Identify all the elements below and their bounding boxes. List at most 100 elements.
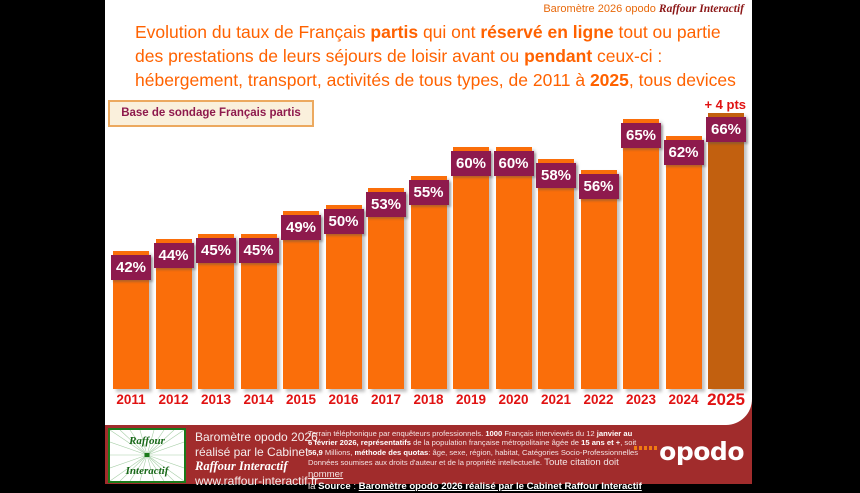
- slide-title-line-1: Evolution du taux de Français partis qui…: [135, 20, 747, 44]
- opodo-wordmark: opodo: [659, 437, 744, 466]
- fine-text-bold: 15 ans et +: [581, 438, 621, 448]
- year-label-2024: 2024: [668, 392, 699, 407]
- bar-group-2018: 55% 2018: [408, 176, 449, 413]
- bar-value-label: 44%: [153, 243, 194, 268]
- fine-text-bold: 56,9: [308, 447, 323, 457]
- year-label-2012: 2012: [158, 392, 189, 407]
- title-segment-bold: pendant: [524, 46, 593, 66]
- source-label: Source: [318, 481, 351, 493]
- bar-group-2019: 60% 2019: [451, 147, 491, 413]
- year-label-2023: 2023: [625, 392, 657, 407]
- bar-group-2020: 60% 2020: [493, 147, 534, 413]
- footer-band: Raffour Interactif Baromètre opodo 2026 …: [105, 425, 752, 492]
- slide-title-line-3: hébergement, transport, activités de tou…: [135, 68, 747, 92]
- source-reference: Baromètre opodo 2026 réalisé par le Cabi…: [358, 481, 642, 493]
- bar-value-label: 53%: [366, 192, 406, 217]
- title-segment: des prestations de leurs séjours de lois…: [135, 46, 525, 66]
- title-segment-bold: 2025: [589, 70, 629, 90]
- bar-2014: 45%: [238, 234, 279, 389]
- title-segment-bold: réservé en ligne: [480, 22, 614, 42]
- bar-2021: 58%: [536, 159, 576, 389]
- title-segment: Evolution du taux de Français: [135, 22, 371, 42]
- footer-credit-brand: Raffour Interactif: [195, 459, 288, 473]
- footer-credit-line-1: Baromètre opodo 2026: [195, 430, 318, 444]
- fine-text-bold: janvier au: [596, 429, 633, 438]
- raffour-logo-word-bottom: Interactif: [125, 465, 169, 477]
- bar-2012: 44%: [153, 239, 194, 389]
- fine-text: Millions,: [322, 447, 355, 457]
- title-segment: tout ou partie: [613, 22, 721, 42]
- bar-2020: 60%: [493, 147, 534, 389]
- raffour-website-link[interactable]: www.raffour-interactif.fr: [195, 473, 319, 488]
- bar-2016: 50%: [323, 205, 364, 389]
- bar-2015: 49%: [281, 211, 321, 389]
- top-credit-text: Baromètre 2026 opodo: [543, 3, 656, 15]
- bar-2018: 55%: [408, 176, 449, 389]
- bar-value-label: 65%: [621, 123, 661, 148]
- year-label-2014: 2014: [243, 392, 274, 407]
- methodology-line-5: la Source : Baromètre opodo 2026 réalisé…: [308, 481, 643, 493]
- bar-group-2021: 58% 2021: [536, 159, 576, 413]
- fine-text: Français interviewés du 12: [502, 429, 597, 438]
- slide-title: Evolution du taux de Français partis qui…: [135, 20, 747, 92]
- bar-group-2012: 44% 2012: [153, 239, 194, 413]
- bar-group-2023: 65% 2023: [621, 119, 661, 413]
- bar-value-label: 50%: [323, 209, 364, 234]
- title-segment: ceux-ci :: [592, 46, 663, 66]
- fine-text-bold: 6 février 2026, représentatifs: [308, 438, 411, 448]
- raffour-logo-word-top: Raffour: [129, 435, 165, 447]
- year-label-2017: 2017: [370, 392, 402, 407]
- bar-value-label: 60%: [451, 151, 491, 176]
- delta-annotation: + 4 pts: [704, 97, 746, 112]
- bar-2022: 56%: [578, 170, 619, 389]
- fine-text-bold: méthode des quotas: [354, 447, 429, 457]
- year-label-2022: 2022: [583, 392, 614, 407]
- bar-group-2014: 45% 2014: [238, 234, 279, 413]
- top-credit: Baromètre 2026 opodo Raffour Interactif: [543, 3, 744, 15]
- fine-text: de la population française métropolitain…: [411, 438, 582, 448]
- bar-group-2013: 45% 2013: [196, 234, 236, 413]
- top-credit-brand: Raffour Interactif: [658, 3, 744, 15]
- bar-2025: 66%: [706, 113, 746, 389]
- methodology-line-3: 56,9 Millions, méthode des quotas: âge, …: [308, 448, 643, 457]
- bar-group-2016: 50% 2016: [323, 205, 364, 413]
- bar-2017: 53%: [366, 188, 406, 389]
- fine-text: Terrain téléphonique par enquêteurs prof…: [308, 429, 486, 438]
- fine-text: : âge, sexe, région, habitat, Catégories…: [428, 447, 639, 457]
- title-segment: , tous devices: [628, 70, 736, 90]
- year-label-2013: 2013: [200, 392, 232, 407]
- opodo-logo: opodo: [633, 437, 744, 466]
- year-label-2021: 2021: [540, 392, 572, 407]
- bar-group-2011: 42% 2011: [111, 251, 151, 413]
- slide-title-line-2: des prestations de leurs séjours de lois…: [135, 44, 747, 68]
- raffour-logo: Raffour Interactif: [108, 428, 186, 483]
- bar-value-label: 66%: [706, 117, 746, 142]
- year-label-2020: 2020: [498, 392, 529, 407]
- citation-notice: Toute citation doit: [544, 457, 619, 469]
- bar-group-2025: 66% 2025: [706, 113, 746, 413]
- opodo-dots-icon: [633, 446, 658, 450]
- bar-group-2022: 56% 2022: [578, 170, 619, 413]
- bar-value-label: 62%: [663, 140, 704, 165]
- year-label-2019: 2019: [455, 392, 487, 407]
- bar-2013: 45%: [196, 234, 236, 389]
- footer-methodology: Terrain téléphonique par enquêteurs prof…: [308, 429, 643, 493]
- footer-credit: Baromètre opodo 2026 réalisé par le Cabi…: [195, 430, 318, 488]
- methodology-line-1: Terrain téléphonique par enquêteurs prof…: [308, 429, 643, 438]
- methodology-line-4: Données soumises aux droits d'auteur et …: [308, 457, 643, 481]
- bar-2023: 65%: [621, 119, 661, 389]
- bar-value-label: 60%: [493, 151, 534, 176]
- methodology-line-2: 6 février 2026, représentatifs de la pop…: [308, 438, 643, 447]
- bar-group-2024: 62% 2024: [663, 136, 704, 413]
- fine-text: Données soumises aux droits d'auteur et …: [308, 458, 545, 468]
- fine-text: , soit: [620, 438, 637, 448]
- year-label-2016: 2016: [328, 392, 359, 407]
- bar-value-label: 42%: [111, 255, 151, 280]
- year-label-2025: 2025: [707, 390, 745, 409]
- bar-group-2017: 53% 2017: [366, 188, 406, 413]
- fine-text: :: [350, 481, 359, 493]
- bar-chart: 42% 2011 44% 2012 45% 2013 45% 2014 49% 2015 50% 20…: [111, 113, 746, 413]
- bar-2011: 42%: [111, 251, 151, 389]
- footer-credit-line-2: réalisé par le Cabinet: [195, 444, 309, 459]
- bar-value-label: 45%: [238, 238, 279, 263]
